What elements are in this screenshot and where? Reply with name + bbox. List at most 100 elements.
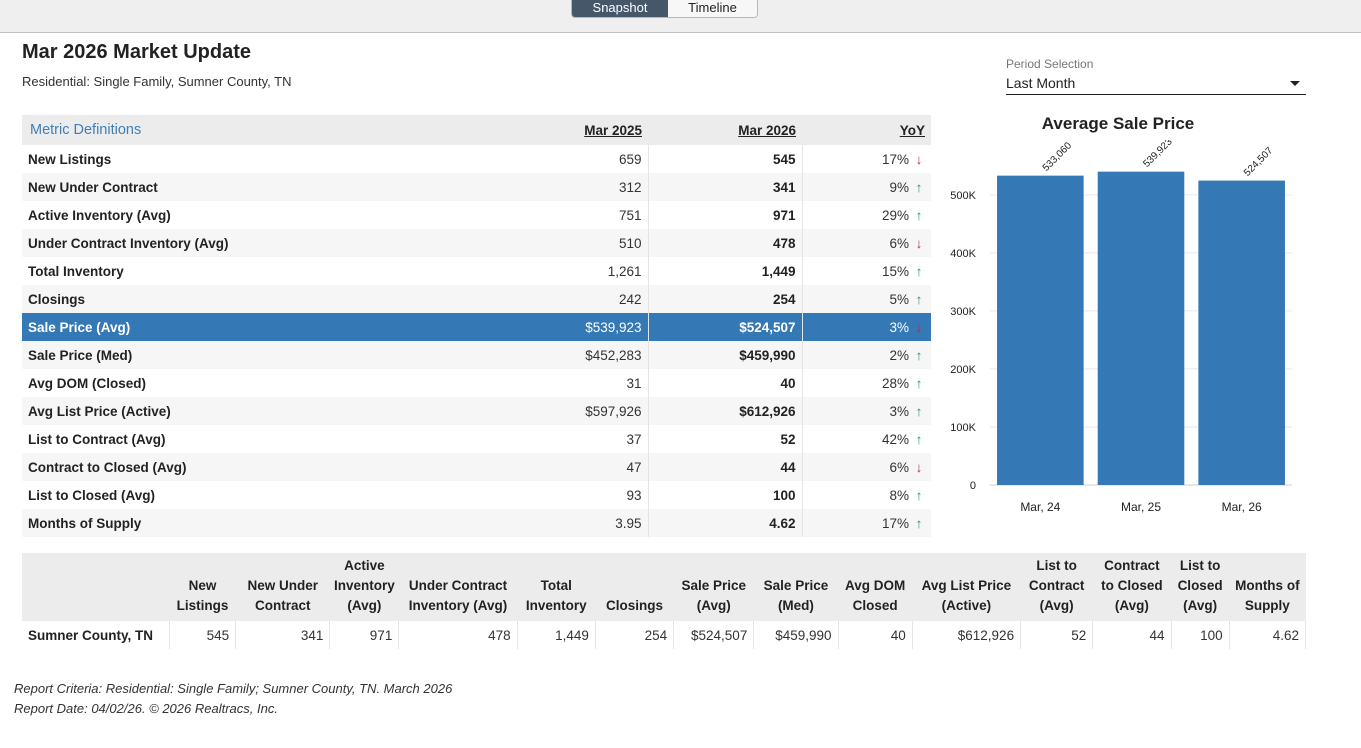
- metric-row[interactable]: Sale Price (Med) $452,283 $459,990 2% ↑: [22, 341, 931, 369]
- metric-row[interactable]: New Listings 659 545 17% ↓: [22, 145, 931, 173]
- metric-curr-value: $524,507: [648, 313, 803, 341]
- metric-row[interactable]: List to Contract (Avg) 37 52 42% ↑: [22, 425, 931, 453]
- summary-col-header: Sale Price (Avg): [673, 553, 754, 621]
- arrow-up-icon: ↑: [915, 487, 923, 503]
- summary-cell: 478: [398, 621, 518, 649]
- arrow-up-icon: ↑: [915, 403, 923, 419]
- arrow-up-icon: ↑: [915, 263, 923, 279]
- summary-col-header: New Under Contract: [235, 553, 330, 621]
- timeline-tab[interactable]: Timeline: [668, 0, 757, 17]
- metric-row[interactable]: List to Closed (Avg) 93 100 8% ↑: [22, 481, 931, 509]
- bar[interactable]: [997, 175, 1084, 485]
- col-header-yoy[interactable]: YoY: [802, 115, 931, 145]
- metric-row[interactable]: Months of Supply 3.95 4.62 17% ↑: [22, 509, 931, 537]
- summary-cell: 341: [235, 621, 331, 649]
- summary-col-header: Avg DOM Closed: [838, 553, 913, 621]
- summary-location: Sumner County, TN: [22, 621, 170, 649]
- period-select[interactable]: Last Month: [1006, 75, 1306, 95]
- metric-yoy: 9% ↑: [802, 173, 931, 201]
- arrow-down-icon: ↓: [915, 151, 923, 167]
- summary-col-header: Months of Supply: [1229, 553, 1306, 621]
- summary-col-header: Under Contract Inventory (Avg): [398, 553, 518, 621]
- summary-col-header: Closings: [595, 553, 674, 621]
- chart-title: Average Sale Price: [1041, 114, 1195, 133]
- metric-name: Contract to Closed (Avg): [22, 453, 521, 481]
- metric-curr-value: 4.62: [648, 509, 803, 537]
- metric-yoy-value: 6%: [889, 235, 909, 251]
- bar[interactable]: [1198, 180, 1285, 485]
- summary-cell: 100: [1171, 621, 1230, 649]
- metrics-table: Metric Definitions Mar 2025 Mar 2026 YoY…: [22, 115, 931, 537]
- metric-yoy: 28% ↑: [802, 369, 931, 397]
- metric-curr-value: $459,990: [648, 341, 803, 369]
- metric-prev-value: $597,926: [521, 397, 649, 425]
- report-date: Report Date: 04/02/26. © 2026 Realtracs,…: [14, 701, 278, 716]
- metric-row[interactable]: Active Inventory (Avg) 751 971 29% ↑: [22, 201, 931, 229]
- col-header-curr-label[interactable]: Mar 2026: [738, 122, 796, 138]
- metric-name: Closings: [22, 285, 521, 313]
- summary-cell: 40: [838, 621, 913, 649]
- metric-curr-value: 545: [648, 145, 803, 173]
- metric-yoy: 2% ↑: [802, 341, 931, 369]
- metric-name: Sale Price (Avg): [22, 313, 521, 341]
- metric-yoy-value: 9%: [889, 179, 909, 195]
- arrow-up-icon: ↑: [915, 431, 923, 447]
- metric-curr-value: 971: [648, 201, 803, 229]
- metric-yoy-value: 6%: [889, 459, 909, 475]
- y-tick-label: 500K: [950, 190, 976, 202]
- metric-prev-value: 510: [521, 229, 649, 257]
- metric-prev-value: 659: [521, 145, 649, 173]
- metric-prev-value: 1,261: [521, 257, 649, 285]
- col-header-prev[interactable]: Mar 2025: [521, 115, 648, 145]
- metric-name: Under Contract Inventory (Avg): [22, 229, 521, 257]
- summary-col-header: Avg List Price (Active): [912, 553, 1021, 621]
- summary-cell: $524,507: [673, 621, 755, 649]
- summary-col-header: List to Contract (Avg): [1020, 553, 1093, 621]
- page-subtitle: Residential: Single Family, Sumner Count…: [22, 74, 292, 89]
- metric-row[interactable]: Sale Price (Avg) $539,923 $524,507 3% ↓: [22, 313, 931, 341]
- metric-row[interactable]: New Under Contract 312 341 9% ↑: [22, 173, 931, 201]
- y-tick-label: 100K: [950, 422, 976, 434]
- metric-yoy: 6% ↓: [802, 229, 931, 257]
- metric-name: Avg List Price (Active): [22, 397, 521, 425]
- metric-name: Sale Price (Med): [22, 341, 521, 369]
- bar-value-label: 524,507: [1242, 145, 1276, 179]
- col-header-yoy-label[interactable]: YoY: [899, 122, 925, 138]
- summary-row: Sumner County, TN 545 341 971 478 1,449 254 $52…: [22, 621, 1307, 649]
- bar[interactable]: [1097, 171, 1185, 485]
- summary-cell: 1,449: [517, 621, 596, 649]
- metric-name: Total Inventory: [28, 263, 124, 279]
- metric-row[interactable]: Contract to Closed (Avg) 47 44 6% ↓: [22, 453, 931, 481]
- metric-curr-value: $612,926: [648, 397, 803, 425]
- metric-prev-value: 37: [521, 425, 649, 453]
- summary-cell: 4.62: [1229, 621, 1307, 649]
- metric-yoy-value: 17%: [881, 515, 909, 531]
- metric-row[interactable]: Closings 242 254 5% ↑: [22, 285, 931, 313]
- metric-row[interactable]: Avg DOM (Closed) 31 40 28% ↑: [22, 369, 931, 397]
- y-tick-label: 300K: [950, 306, 976, 318]
- summary-col-header: List to Closed (Avg): [1171, 553, 1230, 621]
- metric-yoy: 42% ↑: [802, 425, 931, 453]
- y-tick-label: 200K: [950, 364, 976, 376]
- summary-cell: 44: [1092, 621, 1172, 649]
- chevron-down-icon: [1290, 81, 1300, 86]
- y-tick-label: 400K: [950, 248, 976, 260]
- metric-name: List to Contract (Avg): [28, 431, 166, 447]
- metric-name: Months of Supply: [22, 509, 521, 537]
- metric-row[interactable]: Total Inventory 1,261 1,449 15% ↑: [22, 257, 931, 285]
- metric-row[interactable]: Avg List Price (Active) $597,926 $612,926 3…: [22, 397, 931, 425]
- report-footer: Report Criteria: Residential: Single Fam…: [14, 679, 452, 719]
- summary-col-header: Contract to Closed (Avg): [1092, 553, 1171, 621]
- summary-col-header: Active Inventory (Avg): [329, 553, 399, 621]
- metric-name: Avg DOM (Closed): [28, 375, 146, 391]
- snapshot-tab[interactable]: Snapshot: [572, 0, 668, 17]
- summary-cell: 545: [169, 621, 237, 649]
- summary-table: New Listings New Under Contract Active Inv…: [22, 553, 1307, 649]
- metric-definitions-link[interactable]: Metric Definitions: [22, 115, 521, 145]
- col-header-prev-label[interactable]: Mar 2025: [584, 122, 642, 138]
- arrow-up-icon: ↑: [915, 207, 923, 223]
- col-header-curr[interactable]: Mar 2026: [648, 115, 802, 145]
- metric-prev-value: 242: [521, 285, 649, 313]
- metric-row[interactable]: Under Contract Inventory (Avg) 510 478 6% ↓: [22, 229, 931, 257]
- metric-yoy-value: 8%: [889, 487, 909, 503]
